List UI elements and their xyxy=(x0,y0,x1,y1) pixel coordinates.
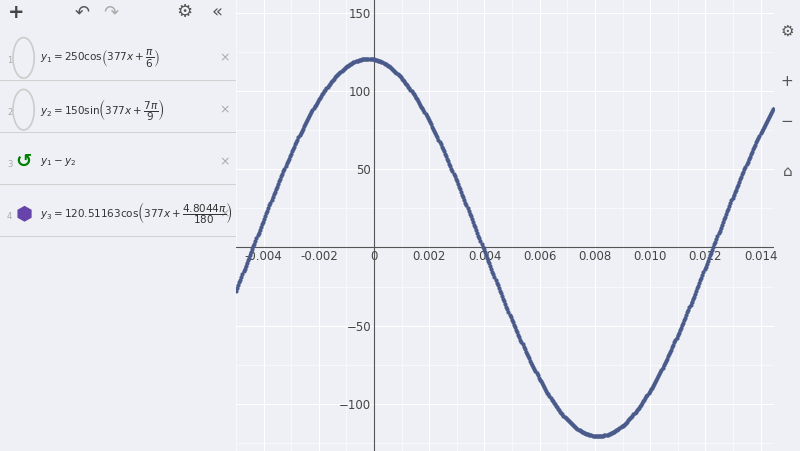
Text: +: + xyxy=(781,74,794,89)
Text: ⚙: ⚙ xyxy=(176,4,192,21)
Text: ×: × xyxy=(219,103,230,116)
Text: 4: 4 xyxy=(7,212,12,221)
Text: +: + xyxy=(8,3,25,22)
Text: −: − xyxy=(781,114,794,129)
Text: 1: 1 xyxy=(7,56,12,65)
Text: ↷: ↷ xyxy=(103,4,118,21)
Text: ×: × xyxy=(219,51,230,64)
Text: $y_2 = 150\sin\!\left(377x + \dfrac{7\pi}{9}\right)$: $y_2 = 150\sin\!\left(377x + \dfrac{7\pi… xyxy=(40,97,165,123)
Text: $y_1 = 250\cos\!\left(377x + \dfrac{\pi}{6}\right)$: $y_1 = 250\cos\!\left(377x + \dfrac{\pi}… xyxy=(40,47,160,69)
Text: ⬢: ⬢ xyxy=(15,204,32,223)
Text: ×: × xyxy=(219,207,230,220)
Text: ⚙: ⚙ xyxy=(780,24,794,39)
Text: ×: × xyxy=(219,155,230,168)
Text: ↶: ↶ xyxy=(75,4,90,21)
Text: $y_1 - y_2$: $y_1 - y_2$ xyxy=(40,156,76,168)
Text: ↺: ↺ xyxy=(15,152,32,171)
Text: 2: 2 xyxy=(7,108,12,117)
Text: ⌂: ⌂ xyxy=(782,164,792,179)
Text: 3: 3 xyxy=(7,160,13,169)
Text: $y_3 = 120.51163\cos\!\left(377x + \dfrac{4.8044\pi}{180}\right)$: $y_3 = 120.51163\cos\!\left(377x + \dfra… xyxy=(40,200,233,226)
Text: «: « xyxy=(212,4,222,21)
